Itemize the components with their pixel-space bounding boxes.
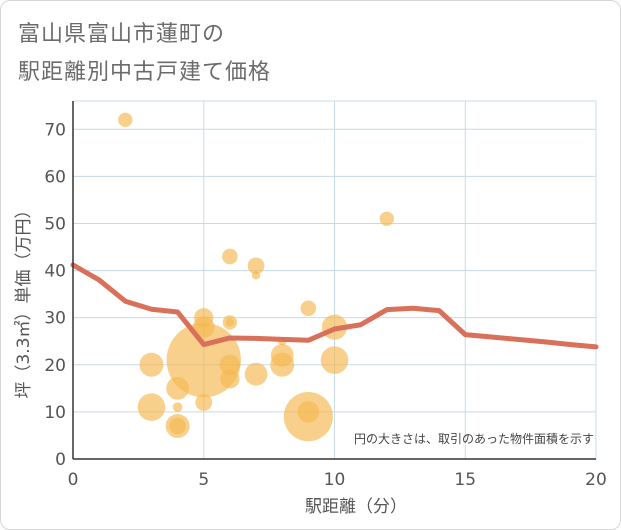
y-tick-label: 10	[44, 403, 66, 423]
tick-labels: 0 5 10 15 20 0 10 20 30 40 50 60 70	[44, 120, 606, 490]
y-tick-label: 70	[44, 120, 66, 140]
bubble	[244, 362, 268, 386]
average-price-line	[70, 262, 599, 350]
bubble	[300, 300, 317, 317]
y-tick-label: 20	[44, 356, 66, 376]
bubble	[219, 354, 241, 375]
y-tick-label: 60	[44, 167, 66, 187]
axes	[72, 101, 596, 460]
chart-title-line2: 駅距離別中古戸建て価格	[18, 60, 272, 85]
bubble	[283, 392, 333, 442]
x-tick-label: 15	[454, 470, 476, 490]
x-tick-label: 5	[198, 470, 209, 490]
bubble	[195, 394, 213, 411]
y-tick-label: 0	[55, 450, 66, 470]
bubble	[139, 352, 164, 377]
x-tick-label: 20	[585, 470, 607, 490]
y-axis-label: 坪（3.3㎡）単価（万円）	[14, 201, 34, 398]
bubble	[320, 346, 349, 374]
bubble	[270, 352, 295, 377]
bubble	[225, 318, 235, 327]
bubble	[137, 393, 166, 421]
x-tick-label: 0	[68, 470, 79, 490]
bubble	[118, 112, 133, 128]
bubble	[379, 211, 394, 226]
average-line-group	[70, 262, 599, 350]
chart-title-line1: 富山県富山市蓮町の	[18, 22, 226, 47]
y-tick-label: 30	[44, 309, 66, 329]
bubble	[220, 369, 240, 389]
bubble	[251, 271, 261, 280]
x-tick-label: 10	[324, 470, 346, 490]
y-tick-label: 50	[44, 214, 66, 234]
x-axis-label: 駅距離（分）	[305, 497, 407, 517]
bubble	[172, 402, 183, 412]
bubbles	[118, 112, 394, 442]
bubble-size-note: 円の大きさは、取引のあった物件面積を示す	[354, 431, 594, 446]
bubble	[247, 257, 265, 275]
bubble	[222, 248, 238, 265]
y-tick-label: 40	[44, 262, 66, 282]
bubble	[169, 417, 187, 435]
